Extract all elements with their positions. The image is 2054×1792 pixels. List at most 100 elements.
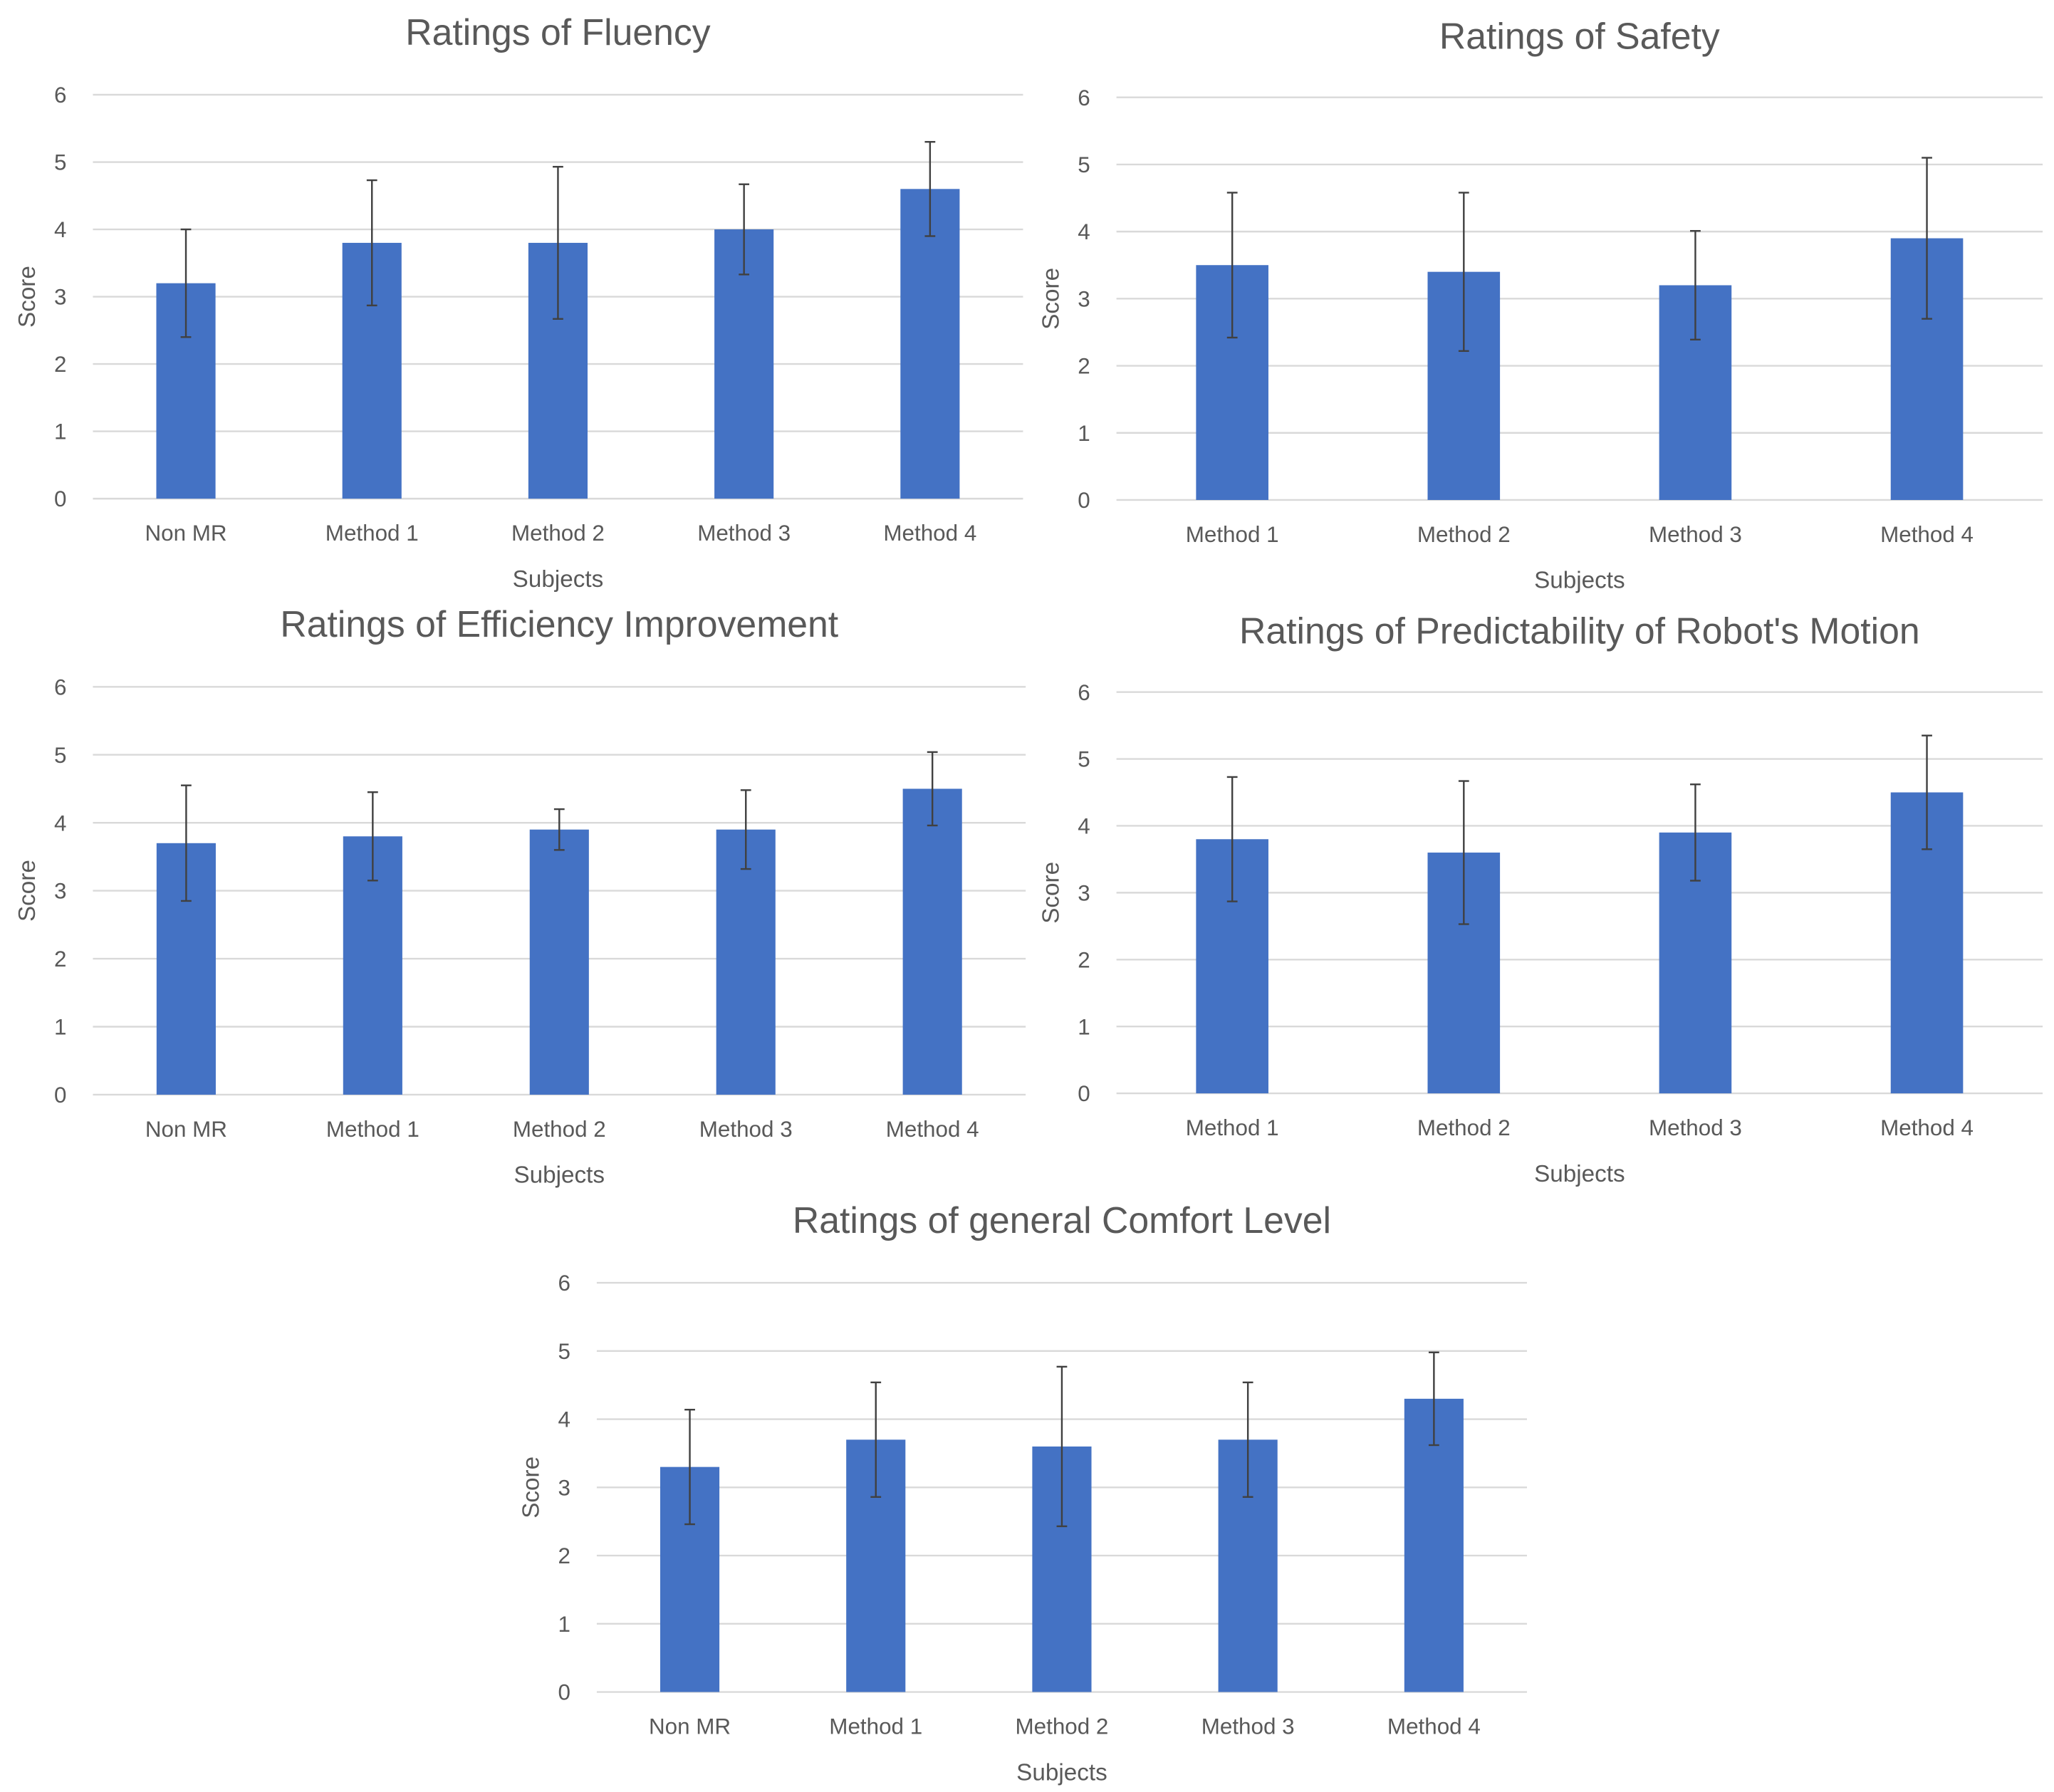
x-axis-label: Subjects xyxy=(1016,1759,1107,1786)
y-tick-label: 0 xyxy=(54,1083,66,1108)
x-tick-label: Method 1 xyxy=(1186,522,1279,547)
chart-title: Ratings of Safety xyxy=(1439,15,1720,56)
error-bar xyxy=(740,789,751,870)
x-axis-label: Subjects xyxy=(513,566,604,593)
y-tick-label: 2 xyxy=(1078,947,1090,972)
y-tick-label: 3 xyxy=(1078,286,1090,311)
error-bar xyxy=(927,751,938,827)
error-bar xyxy=(1056,1365,1068,1528)
y-tick-label: 4 xyxy=(54,217,66,242)
x-tick-label: Method 1 xyxy=(325,521,419,546)
x-tick-label: Non MR xyxy=(145,1117,227,1142)
y-tick-label: 1 xyxy=(54,1015,66,1040)
x-axis-label: Subjects xyxy=(1534,1161,1625,1187)
error-bar xyxy=(1690,783,1701,882)
x-tick-label: Method 3 xyxy=(1649,1115,1742,1140)
error-bar xyxy=(367,791,378,882)
error-bar xyxy=(366,179,377,307)
x-tick-label: Method 4 xyxy=(1880,522,1974,547)
error-bar xyxy=(553,165,563,320)
error-bar xyxy=(1458,780,1469,925)
error-bar xyxy=(553,808,565,851)
y-tick-label: 3 xyxy=(1078,880,1090,905)
bar xyxy=(1404,1398,1464,1692)
y-axis-label: Score xyxy=(518,1457,545,1518)
y-tick-label: 3 xyxy=(54,879,66,904)
y-axis-label: Score xyxy=(1038,862,1064,924)
error-bar xyxy=(1690,229,1701,341)
y-tick-label: 0 xyxy=(54,486,66,511)
chart-2: Ratings of Safety 0 1 2 3 4 5 6 Method 1 Method 2… xyxy=(1038,15,2043,594)
x-tick-label: Method 4 xyxy=(1880,1115,1974,1140)
x-tick-label: Method 3 xyxy=(699,1117,793,1142)
bar xyxy=(716,829,776,1095)
error-bar xyxy=(1242,1381,1253,1498)
y-tick-label: 6 xyxy=(558,1271,570,1296)
x-tick-label: Method 3 xyxy=(697,521,791,546)
y-tick-label: 1 xyxy=(558,1612,570,1637)
chart-title: Ratings of Efficiency Improvement xyxy=(280,603,838,645)
y-tick-label: 2 xyxy=(54,352,66,377)
y-tick-label: 5 xyxy=(558,1339,570,1364)
bar xyxy=(900,189,960,499)
y-tick-label: 5 xyxy=(1078,152,1090,177)
x-tick-label: Non MR xyxy=(649,1714,731,1739)
bar xyxy=(902,788,962,1095)
error-bar xyxy=(1428,1351,1439,1447)
y-tick-label: 4 xyxy=(1078,219,1090,244)
y-tick-label: 1 xyxy=(1078,1014,1090,1039)
y-tick-label: 4 xyxy=(1078,814,1090,839)
error-bar xyxy=(1226,776,1238,902)
y-tick-label: 0 xyxy=(1078,488,1090,513)
y-tick-label: 0 xyxy=(1078,1081,1090,1106)
error-bar xyxy=(1922,734,1932,850)
chart-title: Ratings of Fluency xyxy=(405,11,710,53)
y-tick-label: 4 xyxy=(558,1407,570,1432)
error-bar xyxy=(181,784,192,902)
x-tick-label: Method 2 xyxy=(1016,1714,1109,1739)
x-tick-label: Method 2 xyxy=(1417,1115,1511,1140)
y-tick-label: 1 xyxy=(1078,421,1090,446)
y-tick-label: 0 xyxy=(558,1680,570,1705)
error-bar xyxy=(1458,192,1469,353)
y-axis-label: Score xyxy=(14,266,41,328)
y-tick-label: 2 xyxy=(558,1543,570,1568)
x-tick-label: Method 2 xyxy=(511,521,605,546)
y-tick-label: 3 xyxy=(558,1475,570,1500)
x-tick-label: Method 1 xyxy=(1186,1115,1279,1140)
y-tick-label: 5 xyxy=(54,743,66,768)
x-axis-label: Subjects xyxy=(514,1162,605,1189)
y-tick-label: 1 xyxy=(54,420,66,444)
x-axis-label: Subjects xyxy=(1534,568,1625,594)
x-tick-label: Method 1 xyxy=(829,1714,922,1739)
y-tick-label: 5 xyxy=(1078,747,1090,772)
y-axis-label: Score xyxy=(1038,268,1064,330)
x-tick-label: Method 3 xyxy=(1649,522,1742,547)
y-axis-label: Score xyxy=(14,860,41,922)
y-tick-label: 5 xyxy=(54,150,66,175)
x-tick-label: Method 4 xyxy=(883,521,976,546)
error-bar xyxy=(180,228,192,338)
error-bar xyxy=(684,1408,695,1526)
chart-title: Ratings of Predictability of Robot's Mot… xyxy=(1239,610,1920,651)
y-tick-label: 6 xyxy=(54,83,66,108)
chart-1: Ratings of Fluency 0 1 2 3 4 5 6 Non MR Method 1 M… xyxy=(14,11,1023,593)
x-tick-label: Non MR xyxy=(145,521,226,546)
y-tick-label: 6 xyxy=(1078,85,1090,110)
error-bar xyxy=(870,1381,882,1498)
chart-5: Ratings of general Comfort Level 0 1 2 3 4 5 6 N… xyxy=(518,1199,1527,1786)
error-bar xyxy=(924,140,936,237)
bar xyxy=(529,829,589,1095)
y-tick-label: 4 xyxy=(54,811,66,835)
x-tick-label: Method 1 xyxy=(326,1117,419,1142)
error-bar xyxy=(1922,157,1932,320)
y-tick-label: 3 xyxy=(54,285,66,310)
x-tick-label: Method 2 xyxy=(1417,522,1511,547)
y-tick-label: 6 xyxy=(1078,680,1090,705)
y-tick-label: 2 xyxy=(54,947,66,971)
x-tick-label: Method 4 xyxy=(886,1117,979,1142)
y-tick-label: 2 xyxy=(1078,354,1090,379)
chart-3: Ratings of Efficiency Improvement 0 1 2 3 4 5 6… xyxy=(14,603,1026,1189)
error-bar xyxy=(739,183,750,276)
